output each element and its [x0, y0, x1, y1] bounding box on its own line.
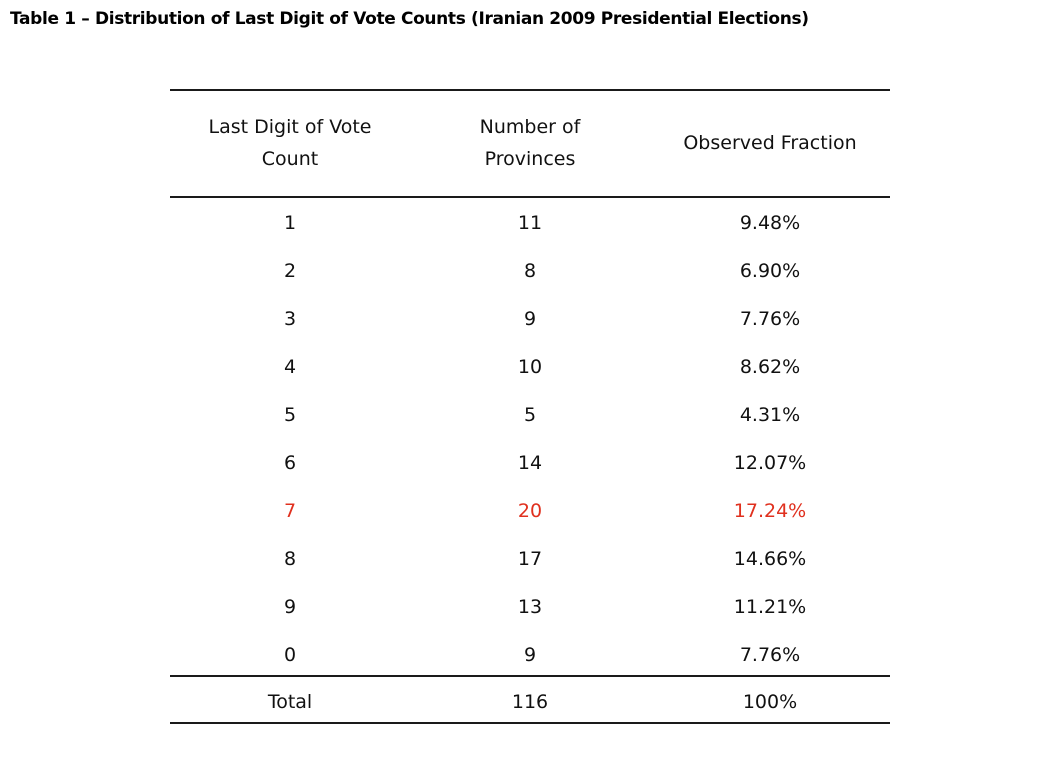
table-row: 9 13 11.21% [170, 583, 890, 631]
digit-cell: 7 [283, 500, 297, 522]
total-label-cell: Total [267, 691, 313, 713]
provinces-cell: 11 [517, 212, 543, 234]
table-row: 5 5 4.31% [170, 391, 890, 439]
digit-cell: 0 [283, 644, 297, 666]
fraction-cell: 7.76% [739, 308, 801, 330]
fraction-cell: 4.31% [739, 404, 801, 426]
fraction-cell: 8.62% [739, 356, 801, 378]
header-rule [170, 196, 890, 198]
table-row-highlighted: 7 20 17.24% [170, 487, 890, 535]
provinces-cell: 20 [517, 500, 543, 522]
table-row: 3 9 7.76% [170, 295, 890, 343]
fraction-cell: 14.66% [733, 548, 807, 570]
digit-cell: 2 [283, 260, 297, 282]
bottom-rule [170, 722, 890, 724]
provinces-cell: 14 [517, 452, 543, 474]
table-header-row: Last Digit of Vote Count Number of Provi… [170, 89, 890, 197]
total-row: Total 116 100% [170, 678, 890, 726]
header-observed-fraction: Observed Fraction [683, 132, 857, 154]
fraction-cell: 9.48% [739, 212, 801, 234]
digit-cell: 1 [283, 212, 297, 234]
digit-cell: 5 [283, 404, 297, 426]
table-row: 8 17 14.66% [170, 535, 890, 583]
total-provinces-cell: 116 [511, 691, 549, 713]
digit-cell: 3 [283, 308, 297, 330]
table-row: 2 8 6.90% [170, 247, 890, 295]
header-last-digit: Last Digit of Vote Count [208, 116, 372, 170]
table-title: Table 1 – Distribution of Last Digit of … [10, 9, 809, 29]
provinces-cell: 17 [517, 548, 543, 570]
header-number-of-provinces: Number of Provinces [479, 116, 581, 170]
table-row: 4 10 8.62% [170, 343, 890, 391]
digit-cell: 9 [283, 596, 297, 618]
provinces-cell: 13 [517, 596, 543, 618]
provinces-cell: 5 [523, 404, 537, 426]
provinces-cell: 10 [517, 356, 543, 378]
fraction-cell: 6.90% [739, 260, 801, 282]
provinces-cell: 9 [523, 644, 537, 666]
digit-cell: 8 [283, 548, 297, 570]
table-row: 0 9 7.76% [170, 631, 890, 679]
fraction-cell: 11.21% [733, 596, 807, 618]
fraction-cell: 17.24% [733, 500, 807, 522]
provinces-cell: 9 [523, 308, 537, 330]
table-row: 6 14 12.07% [170, 439, 890, 487]
digit-cell: 6 [283, 452, 297, 474]
digit-cell: 4 [283, 356, 297, 378]
provinces-cell: 8 [523, 260, 537, 282]
fraction-cell: 12.07% [733, 452, 807, 474]
table-row: 1 11 9.48% [170, 199, 890, 247]
total-rule [170, 675, 890, 677]
total-fraction-cell: 100% [742, 691, 798, 713]
top-rule [170, 89, 890, 91]
fraction-cell: 7.76% [739, 644, 801, 666]
